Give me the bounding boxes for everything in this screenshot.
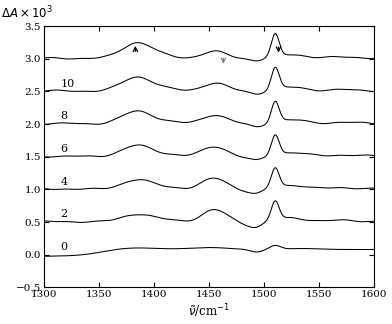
Text: 10: 10 <box>60 79 75 89</box>
Text: 8: 8 <box>60 111 67 122</box>
Text: 0: 0 <box>60 242 67 252</box>
Text: 6: 6 <box>60 144 67 154</box>
Text: 4: 4 <box>60 177 67 187</box>
Text: $\Delta A \times 10^3$: $\Delta A \times 10^3$ <box>1 4 53 21</box>
Text: 2: 2 <box>60 209 67 219</box>
X-axis label: $\tilde{\nu}$/cm$^{-1}$: $\tilde{\nu}$/cm$^{-1}$ <box>188 302 230 319</box>
